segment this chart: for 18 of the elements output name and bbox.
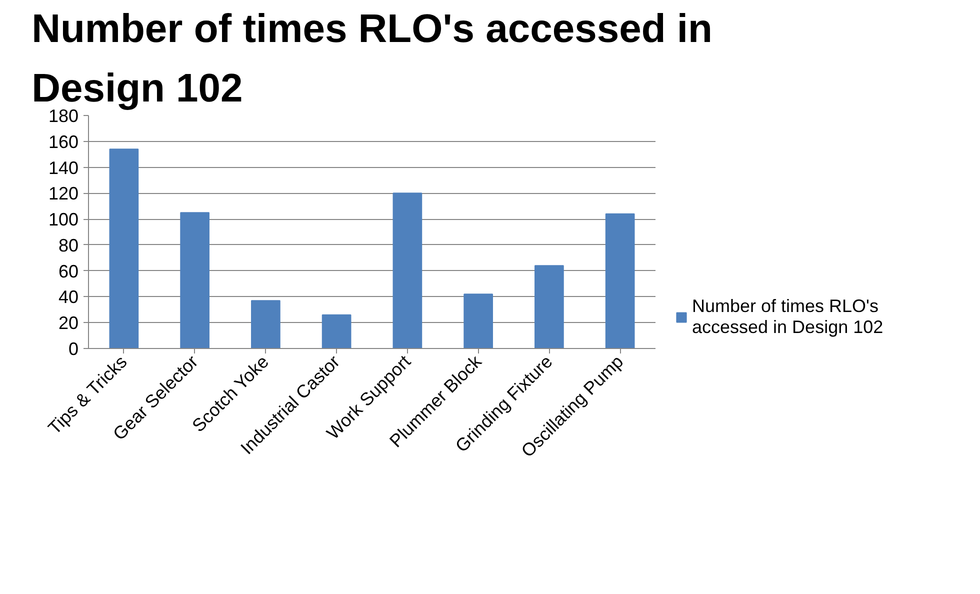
y-tick-label: 80 bbox=[58, 235, 79, 256]
y-tick-label: 0 bbox=[68, 339, 79, 359]
bar bbox=[251, 300, 280, 348]
bar bbox=[464, 294, 493, 348]
bar bbox=[392, 192, 422, 348]
y-tick-label: 20 bbox=[58, 313, 79, 334]
y-tick-label: 140 bbox=[48, 158, 79, 178]
bar bbox=[534, 265, 564, 348]
y-tick-label: 60 bbox=[58, 261, 79, 282]
legend-label: Number of times RLO's accessed in Design 102 bbox=[692, 296, 884, 338]
bar bbox=[605, 213, 635, 348]
bar bbox=[109, 148, 139, 348]
bar bbox=[180, 212, 210, 348]
y-tick-label: 160 bbox=[48, 132, 79, 152]
bar bbox=[322, 314, 352, 348]
y-tick-label: 100 bbox=[48, 210, 79, 230]
y-tick-label: 120 bbox=[48, 184, 79, 204]
y-tick-label: 40 bbox=[58, 287, 79, 308]
